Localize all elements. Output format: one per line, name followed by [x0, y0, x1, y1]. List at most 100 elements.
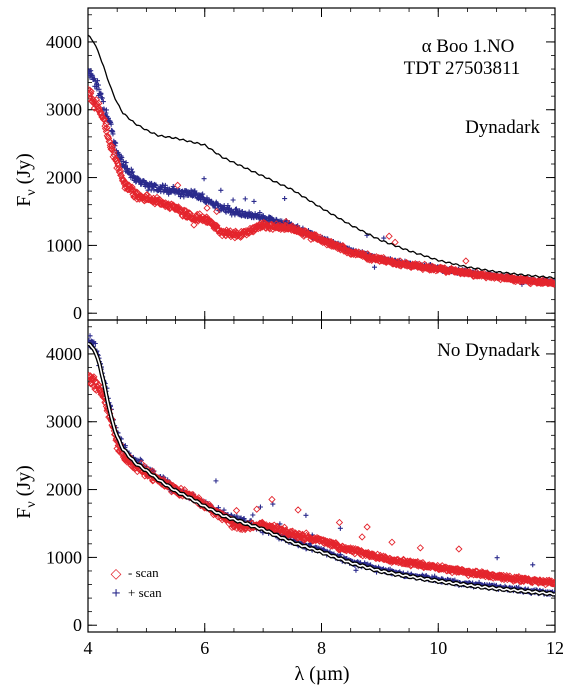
- data-point-diamond: [550, 280, 555, 288]
- data-point-diamond: [455, 545, 463, 553]
- data-point-plus: [129, 170, 135, 176]
- data-point-diamond: [268, 495, 276, 504]
- data-point-diamond: [550, 578, 555, 586]
- data-point-diamond: [90, 373, 98, 381]
- data-point-diamond: [358, 533, 366, 541]
- data-point-diamond: [114, 161, 122, 169]
- data-point-plus: [337, 525, 343, 531]
- annotation-no-dynadark: No Dynadark: [437, 340, 540, 361]
- data-point-plus: [218, 187, 224, 193]
- y-tick-label: 2000: [46, 480, 82, 500]
- data-point-plus: [530, 562, 536, 568]
- plot-area: [88, 333, 555, 598]
- series-plus-scan: [88, 333, 555, 598]
- data-point-diamond: [128, 183, 136, 191]
- data-point-diamond: [350, 547, 359, 555]
- data-point-plus: [201, 176, 207, 182]
- y-tick-label: 4000: [46, 344, 82, 364]
- data-point-diamond: [106, 137, 114, 146]
- data-point-diamond: [442, 268, 450, 277]
- data-point-diamond: [190, 221, 198, 229]
- data-point-plus: [110, 131, 116, 137]
- data-point-plus: [282, 196, 288, 202]
- data-point-plus: [225, 203, 231, 209]
- data-point-diamond: [183, 210, 191, 218]
- bottom-y-axis-title: Fν (Jy): [13, 465, 39, 519]
- data-point-plus: [149, 180, 155, 186]
- legend-label-minus-scan: - scan: [128, 565, 159, 580]
- model-line: [88, 34, 555, 280]
- data-point-plus: [112, 139, 118, 145]
- data-point-plus: [162, 182, 168, 188]
- data-point-diamond: [498, 274, 506, 282]
- data-point-diamond: [116, 169, 124, 177]
- data-point-diamond: [108, 142, 116, 150]
- data-point-plus: [303, 512, 309, 518]
- data-point-plus: [242, 196, 248, 202]
- data-point-diamond: [95, 106, 104, 114]
- y-tick-label: 4000: [46, 32, 82, 52]
- data-point-plus: [108, 121, 114, 127]
- data-point-diamond: [228, 523, 236, 532]
- data-point-plus: [89, 72, 95, 78]
- data-point-diamond: [388, 538, 396, 546]
- data-point-plus: [241, 516, 247, 522]
- data-point-plus: [88, 333, 93, 339]
- data-point-diamond: [372, 253, 381, 261]
- data-point-plus: [494, 555, 500, 561]
- data-point-plus: [122, 162, 128, 168]
- data-point-diamond: [462, 257, 470, 265]
- model-line: [88, 342, 555, 596]
- data-point-diamond: [95, 99, 103, 107]
- data-point-diamond: [335, 546, 343, 554]
- annotation-star-name: α Boo 1.NO: [422, 36, 515, 57]
- y-tick-label: 3000: [46, 100, 82, 120]
- data-point-plus: [237, 208, 243, 214]
- data-point-diamond: [551, 580, 555, 588]
- data-point-diamond: [391, 238, 399, 246]
- bottom-panel: 4 6 8 10 12 0 1000 2000 3000 4000 No Dynadark ◇ - sc…: [46, 319, 564, 658]
- data-point-plus: [95, 82, 101, 88]
- data-point-plus: [170, 184, 176, 190]
- data-point-diamond: [253, 505, 261, 513]
- data-point-plus: [230, 197, 236, 203]
- data-point-diamond: [232, 506, 241, 515]
- data-point-plus: [493, 582, 499, 588]
- data-point-diamond: [422, 263, 430, 271]
- y-tick-label: 3000: [46, 412, 82, 432]
- y-tick-label: 1000: [46, 547, 82, 567]
- x-tick-label: 12: [546, 638, 564, 658]
- x-tick-label: 8: [317, 638, 326, 658]
- data-point-plus: [130, 169, 136, 175]
- data-point-plus: [100, 99, 106, 105]
- data-point-diamond: [102, 120, 110, 128]
- legend-marker-diamond: ◇: [111, 567, 122, 582]
- legend-label-plus-scan: + scan: [128, 585, 162, 600]
- data-point-diamond: [406, 558, 414, 566]
- data-point-plus: [101, 106, 107, 112]
- series-minus-scan: [88, 85, 555, 288]
- data-point-diamond: [282, 217, 290, 226]
- data-point-plus: [123, 160, 129, 166]
- data-point-plus: [234, 513, 240, 519]
- data-point-plus: [113, 140, 119, 146]
- data-point-plus: [119, 155, 125, 161]
- data-point-plus: [250, 512, 256, 518]
- data-point-plus: [257, 210, 263, 216]
- data-point-diamond: [104, 134, 113, 142]
- data-point-diamond: [280, 528, 288, 536]
- top-y-axis-title: Fν (Jy): [13, 153, 39, 207]
- data-point-plus: [270, 501, 276, 507]
- data-point-plus: [257, 504, 263, 510]
- data-point-diamond: [416, 544, 424, 552]
- data-point-plus: [153, 183, 159, 189]
- plot-area: [88, 34, 555, 288]
- x-tick-label: 10: [429, 638, 447, 658]
- data-point-diamond: [385, 232, 393, 240]
- data-point-plus: [96, 86, 102, 92]
- data-point-diamond: [280, 523, 289, 531]
- data-point-plus: [181, 194, 187, 200]
- data-point-diamond: [294, 506, 302, 514]
- data-point-diamond: [110, 148, 118, 156]
